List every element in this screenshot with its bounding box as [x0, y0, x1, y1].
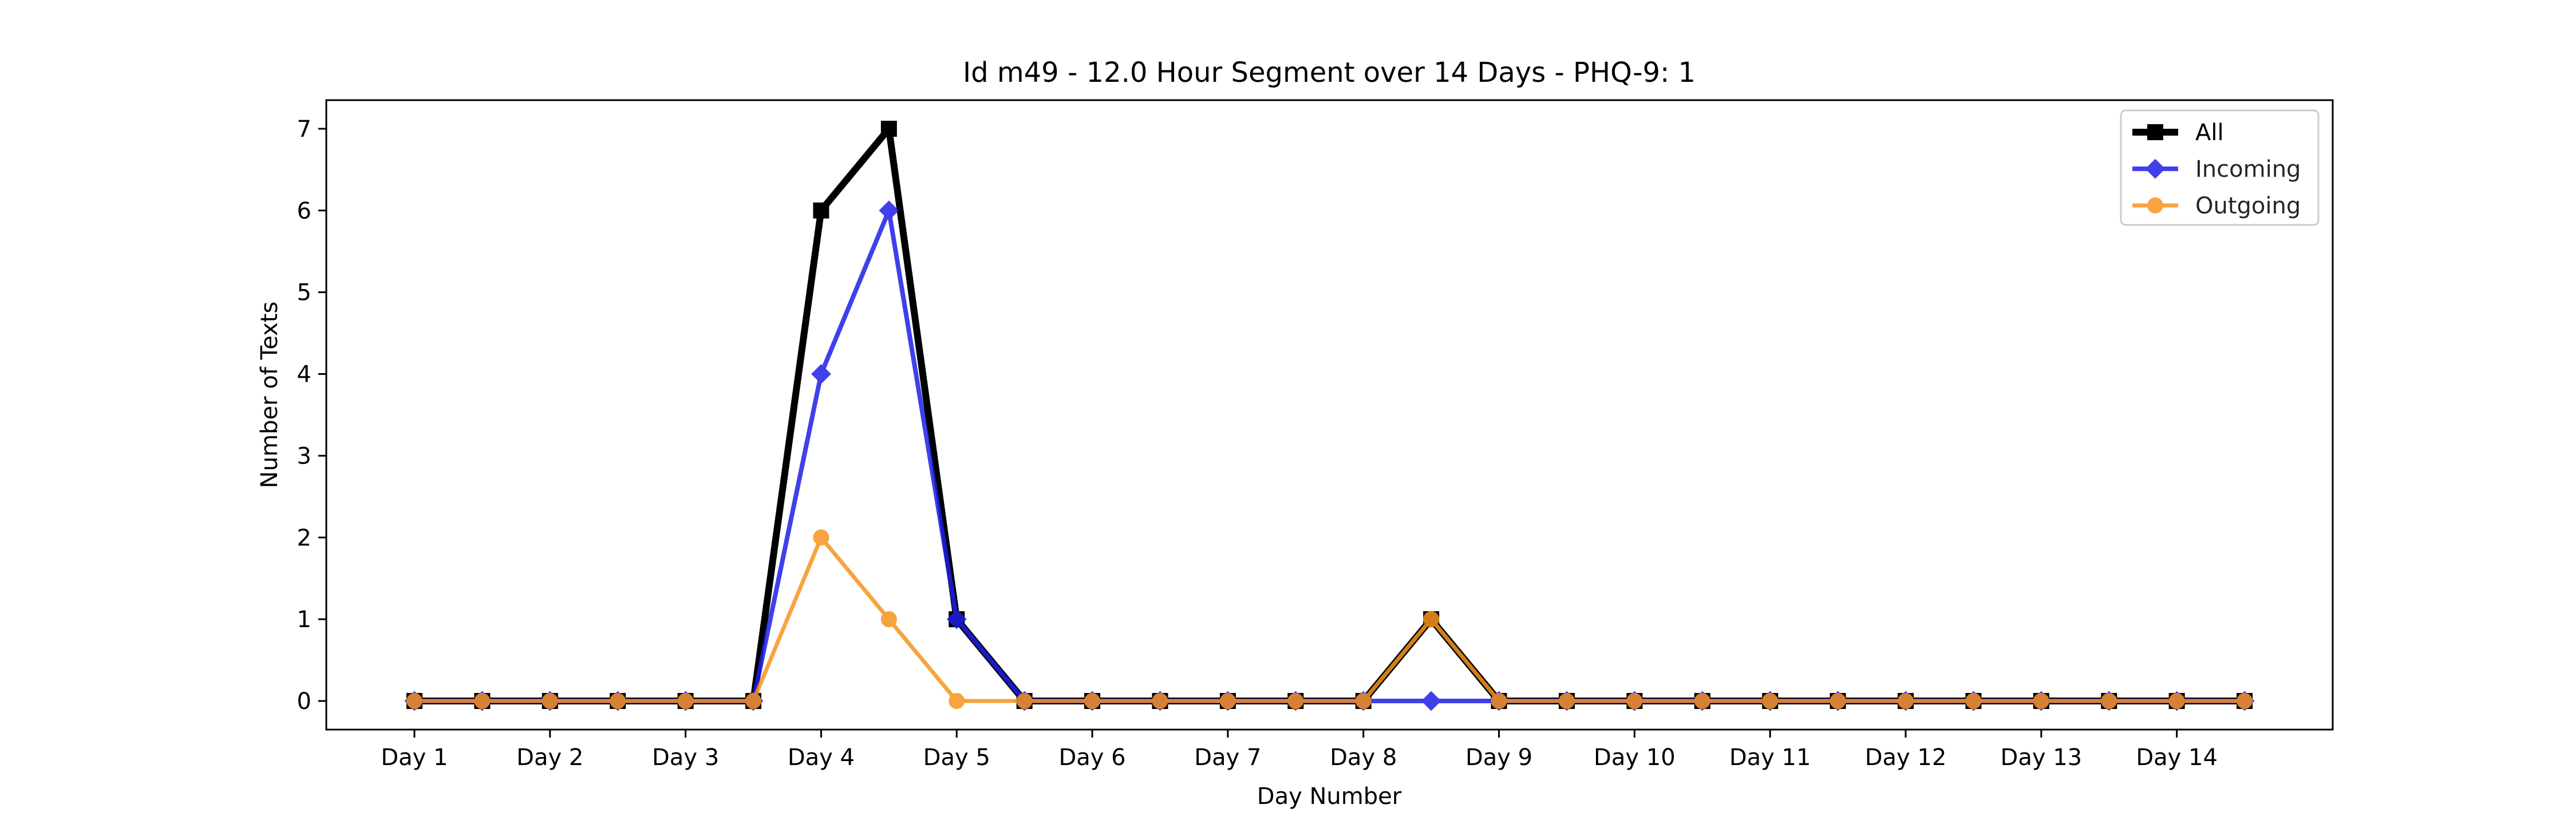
series-outgoing-point — [1016, 693, 1033, 709]
series-outgoing-point — [2033, 693, 2049, 709]
series-outgoing-point — [813, 529, 829, 546]
series-all-point — [880, 121, 897, 137]
x-axis-ticks: Day 1 Day 2 Day 3 Day 4 Day 5 Day 6 Day 7 Day 8… — [381, 730, 2218, 771]
chart-title: Id m49 - 12.0 Hour Segment over 14 Days … — [963, 57, 1696, 89]
series-outgoing-point — [1965, 693, 1982, 709]
legend-incoming-marker — [2145, 159, 2166, 179]
series-outgoing-point — [1898, 693, 1914, 709]
legend-item-incoming: Incoming — [2132, 156, 2301, 183]
y-tick-label: 6 — [297, 198, 311, 224]
series-outgoing-point — [880, 611, 897, 628]
series-outgoing-point — [677, 693, 694, 709]
legend: All Incoming Outgoing — [2120, 109, 2320, 226]
series-all-line — [414, 120, 2245, 704]
y-axis-title: Number of Texts — [256, 302, 283, 488]
series-outgoing-point — [406, 693, 422, 709]
series-outgoing-point — [1287, 693, 1304, 709]
series-outgoing-point — [1219, 693, 1236, 709]
series-outgoing-point — [1626, 693, 1643, 709]
y-tick-label: 4 — [297, 362, 311, 388]
series-outgoing-point — [1491, 693, 1507, 709]
series-incoming-point — [879, 200, 899, 221]
x-tick-label: Day 13 — [2001, 744, 2083, 771]
x-tick-label: Day 11 — [1729, 744, 1811, 771]
y-tick-label: 1 — [297, 607, 311, 633]
y-tick-label: 7 — [297, 116, 311, 142]
legend-item-all: All — [2132, 120, 2224, 146]
y-tick-label: 5 — [297, 280, 311, 306]
legend-all-label: All — [2195, 120, 2224, 146]
series-outgoing-point — [1694, 693, 1710, 709]
series-all-point — [813, 202, 829, 219]
series-outgoing-point — [610, 693, 626, 709]
x-axis-title: Day Number — [1257, 783, 1402, 810]
legend-box — [2120, 109, 2320, 226]
series-outgoing-point — [542, 693, 558, 709]
series-outgoing-point — [949, 693, 965, 709]
y-tick-label: 3 — [297, 443, 311, 469]
series-outgoing-point — [1558, 693, 1575, 709]
y-tick-label: 2 — [297, 525, 311, 551]
series-incoming-point — [811, 364, 831, 384]
x-tick-label: Day 10 — [1594, 744, 1676, 771]
x-tick-label: Day 2 — [516, 744, 583, 771]
y-axis-ticks: 0 1 2 3 4 5 6 7 — [297, 116, 326, 715]
legend-outgoing-label: Outgoing — [2195, 193, 2301, 219]
series-incoming-point — [946, 609, 967, 629]
x-tick-label: Day 8 — [1330, 744, 1397, 771]
x-tick-label: Day 4 — [788, 744, 855, 771]
legend-outgoing-marker — [2147, 197, 2163, 213]
series-incoming-line — [414, 202, 2245, 703]
series-outgoing-point — [745, 693, 761, 709]
series-outgoing — [406, 529, 2253, 709]
x-tick-label: Day 3 — [652, 744, 719, 771]
legend-all-marker — [2147, 124, 2163, 140]
series-layer — [404, 120, 2255, 711]
series-outgoing-point — [2168, 693, 2185, 709]
x-tick-label: Day 6 — [1058, 744, 1125, 771]
series-incoming — [404, 200, 2255, 711]
series-outgoing-point — [1152, 693, 1168, 709]
series-outgoing-point — [2237, 693, 2253, 709]
legend-incoming-label: Incoming — [2195, 156, 2301, 183]
x-tick-label: Day 1 — [381, 744, 448, 771]
x-tick-label: Day 12 — [1865, 744, 1947, 771]
x-tick-label: Day 5 — [923, 744, 990, 771]
series-outgoing-point — [1762, 693, 1779, 709]
series-outgoing-line — [414, 533, 2245, 703]
series-outgoing-point — [1084, 693, 1101, 709]
x-tick-label: Day 7 — [1194, 744, 1261, 771]
series-outgoing-point — [2101, 693, 2117, 709]
series-outgoing-point — [1355, 693, 1372, 709]
series-incoming-point — [1421, 691, 1441, 711]
plot-area-frame — [325, 99, 2334, 731]
series-all — [406, 120, 2253, 709]
x-tick-label: Day 14 — [2136, 744, 2218, 771]
series-outgoing-point — [474, 693, 491, 709]
x-tick-label: Day 9 — [1465, 744, 1532, 771]
legend-item-outgoing: Outgoing — [2132, 193, 2301, 219]
series-outgoing-point — [1423, 611, 1440, 628]
series-outgoing-point — [1830, 693, 1846, 709]
y-tick-label: 0 — [297, 688, 311, 715]
